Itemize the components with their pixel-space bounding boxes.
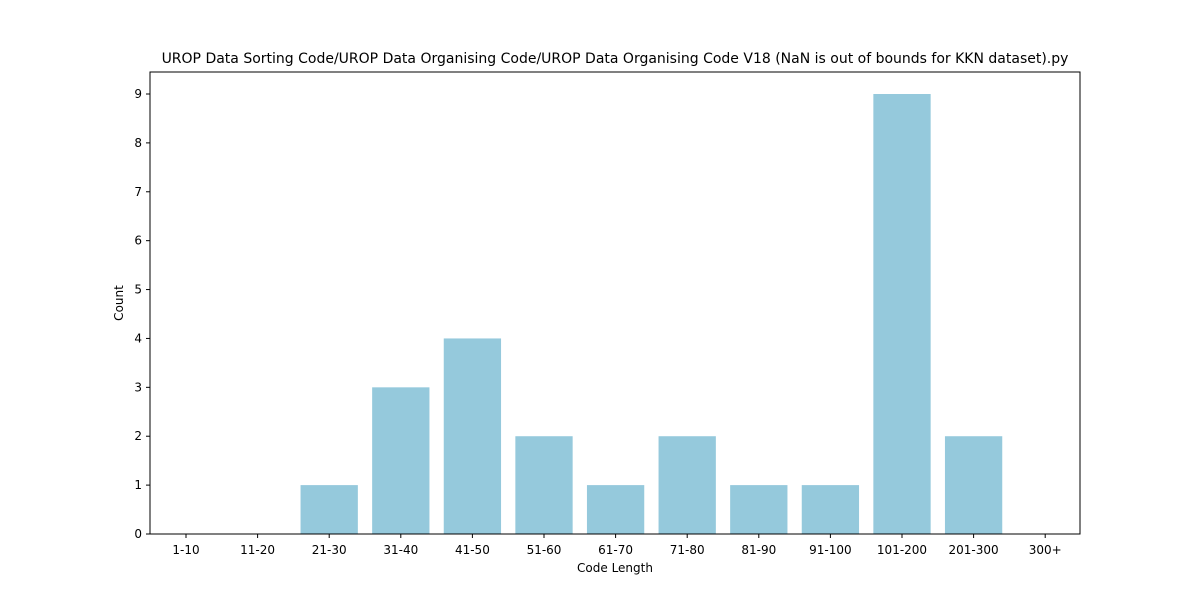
bar-81-90 [730,485,788,534]
y-tick-label: 5 [134,283,142,297]
y-tick-label: 7 [134,185,142,199]
x-tick-label: 61-70 [598,543,633,557]
x-axis: 1-10 11-20 21-30 31-40 41-50 51-60 61-70 71-80 8… [172,534,1062,557]
bar-31-40 [372,387,430,534]
x-tick-label: 81-90 [741,543,776,557]
x-tick-label: 300+ [1029,543,1062,557]
x-tick-label: 31-40 [383,543,418,557]
bar-21-30 [300,485,358,534]
y-tick-label: 1 [134,478,142,492]
x-tick-label: 201-300 [949,543,999,557]
x-axis-label: Code Length [577,561,653,575]
x-tick-label: 11-20 [240,543,275,557]
x-tick-label: 91-100 [809,543,852,557]
plot-frame [149,71,1081,535]
bar-91-100 [801,485,860,534]
y-axis: 0 1 2 3 4 5 6 7 8 9 [134,87,150,541]
bar-61-70 [586,485,645,534]
y-tick-label: 2 [134,429,142,443]
x-tick-label: 41-50 [455,543,490,557]
y-tick-label: 9 [134,87,142,101]
bar-51-60 [515,436,573,534]
y-tick-label: 0 [134,527,142,541]
bars-group [300,94,1003,534]
y-tick-label: 3 [134,380,142,394]
x-tick-label: 51-60 [527,543,562,557]
y-tick-label: 4 [134,331,142,345]
chart-title: UROP Data Sorting Code/UROP Data Organis… [162,51,1069,67]
bar-101-200 [873,94,931,534]
x-tick-label: 1-10 [172,543,199,557]
y-tick-label: 6 [134,234,142,248]
y-tick-label: 8 [134,136,142,150]
x-tick-label: 21-30 [312,543,347,557]
x-tick-label: 101-200 [877,543,927,557]
x-tick-label: 71-80 [670,543,705,557]
bar-71-80 [658,436,716,534]
bar-41-50 [443,338,502,534]
bar-201-300 [944,436,1003,534]
y-axis-label: Count [112,285,126,321]
